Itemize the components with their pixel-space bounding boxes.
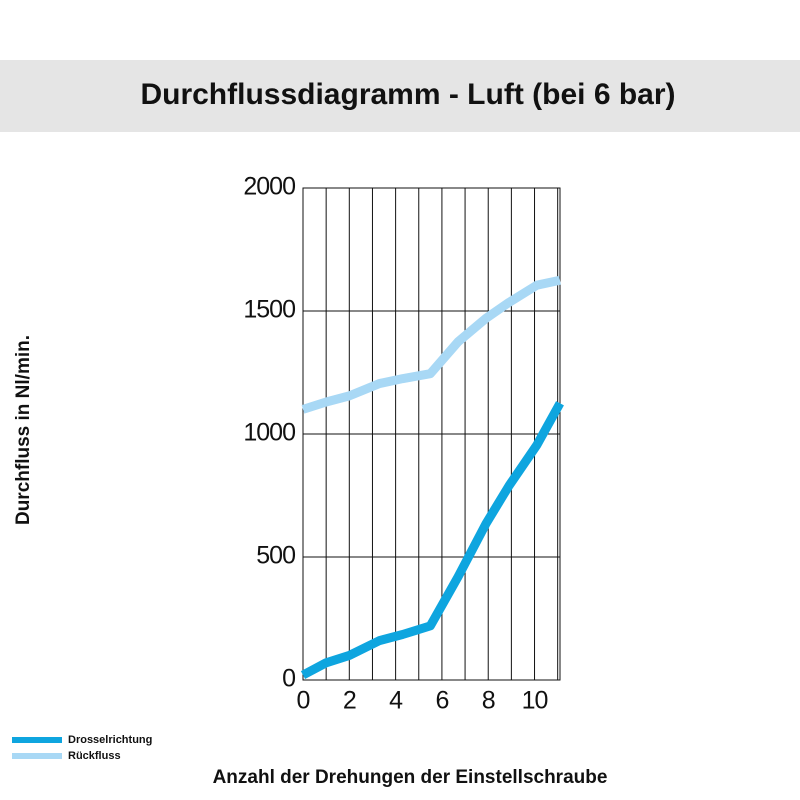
y-tick-label: 0 [282,665,295,693]
data-line [300,401,564,680]
x-tick-label: 10 [522,687,548,715]
legend-label: Rückfluss [68,750,121,762]
y-tick-label: 2000 [243,173,295,201]
x-tick-label: 8 [482,687,495,715]
y-axis-label: Durchfluss in Nl/min. [13,335,34,525]
y-tick-label: 1000 [243,419,295,447]
legend-label: Drosselrichtung [68,734,152,746]
x-tick-label: 4 [389,687,403,715]
x-tick-label: 6 [435,687,448,715]
y-tick-label: 500 [256,542,295,570]
chart-title: Durchflussdiagramm - Luft (bei 6 bar) [140,78,675,111]
y-tick-label: 1500 [243,296,295,324]
x-axis-label: Anzahl der Drehungen der Einstellschraub… [213,767,608,788]
x-tick-label: 0 [297,687,310,715]
title-banner [0,60,800,132]
x-tick-label: 2 [343,687,356,715]
data-line [301,275,561,414]
